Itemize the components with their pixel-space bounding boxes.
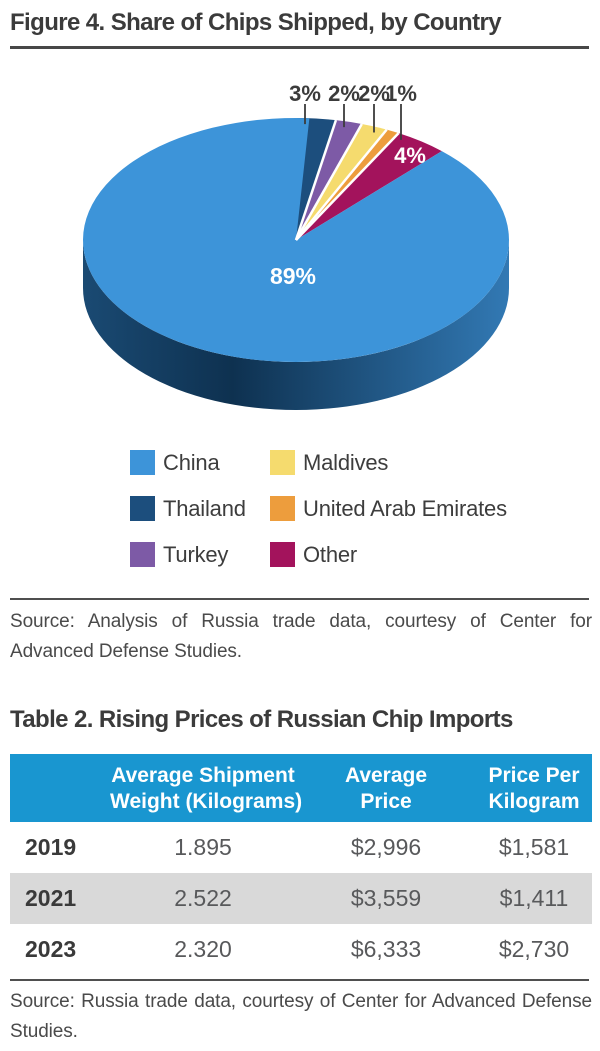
slice-label: 4% (394, 143, 426, 168)
slice-gap (294, 119, 338, 241)
legend-item-label: Turkey (163, 542, 229, 567)
legend-swatch (270, 542, 295, 567)
slice-label: 2% (358, 81, 390, 106)
legend-item-label: Other (303, 542, 358, 567)
title-divider (10, 46, 589, 49)
legend-item: United Arab Emirates (270, 496, 507, 521)
value-cell: 2.522 (174, 885, 232, 911)
legend-swatch (270, 450, 295, 475)
slice-gap (294, 123, 363, 241)
legend-item: Maldives (270, 450, 507, 475)
column-header-price-per-kg: Price Per Kilogram (488, 764, 580, 813)
pie-depth (83, 240, 509, 410)
pie-legend: China Thailand Turkey Maldives United Ar… (130, 450, 507, 567)
column-header-avg-price: Average Price (344, 764, 428, 813)
figure-source-text: Source: Analysis of Russia trade data, c… (10, 611, 592, 662)
legend-item: Turkey (130, 542, 270, 567)
pie-chart: 3% 2%2%1%4%89% (83, 81, 510, 410)
column-header-weight: Average Shipment Weight (Kilograms) (110, 764, 303, 813)
value-cell: $3,559 (350, 885, 422, 911)
slice-label: 1% (385, 81, 417, 106)
legend-swatch (130, 496, 155, 521)
value-cell: 2.320 (174, 936, 232, 962)
pie-slice-other (296, 133, 442, 240)
legend-item: Thailand (130, 496, 270, 521)
slice-label: 3% (289, 81, 321, 106)
slice-gap (295, 132, 400, 241)
table-source-text: Source: Russia trade data, courtesy of C… (10, 991, 592, 1042)
table-row: 2019 1.895 $2,996 $1,581 (10, 822, 592, 873)
legend-item: Other (270, 542, 507, 567)
table-row: 2023 2.320 $6,333 $2,730 (10, 924, 592, 975)
prices-table-wrap: Average Shipment Weight (Kilograms) Aver… (10, 754, 592, 975)
legend-swatch (270, 496, 295, 521)
legend-item-label: China (163, 450, 220, 475)
column-header-blank (10, 754, 110, 822)
value-cell: $1,581 (498, 834, 570, 860)
value-cell: $2,996 (350, 834, 422, 860)
figure-title: Figure 4. Share of Chips Shipped, by Cou… (10, 9, 502, 36)
year-cell: 2023 (25, 936, 77, 962)
table-row: 2021 2.522 $3,559 $1,411 (10, 873, 592, 924)
prices-table: Average Shipment Weight (Kilograms) Aver… (10, 754, 592, 975)
slice-label: 2% (328, 81, 360, 106)
legend-item-label: Thailand (163, 496, 246, 521)
value-cell: $6,333 (350, 936, 422, 962)
table-title: Table 2. Rising Prices of Russian Chip I… (10, 706, 513, 733)
legend-item-label: United Arab Emirates (303, 496, 507, 521)
slice-gap (295, 128, 388, 241)
legend-item-label: Maldives (303, 450, 389, 475)
table-header-row: Average Shipment Weight (Kilograms) Aver… (10, 754, 592, 822)
value-cell: 1.895 (174, 834, 232, 860)
source-divider (10, 979, 589, 981)
source-divider (10, 598, 589, 600)
legend-swatch (130, 450, 155, 475)
year-cell: 2021 (25, 885, 77, 911)
legend-item: China (130, 450, 270, 475)
year-cell: 2019 (25, 834, 77, 860)
value-cell: $2,730 (498, 936, 570, 962)
legend-swatch (130, 542, 155, 567)
value-cell: $1,411 (499, 885, 569, 911)
slice-label: 89% (270, 263, 316, 289)
